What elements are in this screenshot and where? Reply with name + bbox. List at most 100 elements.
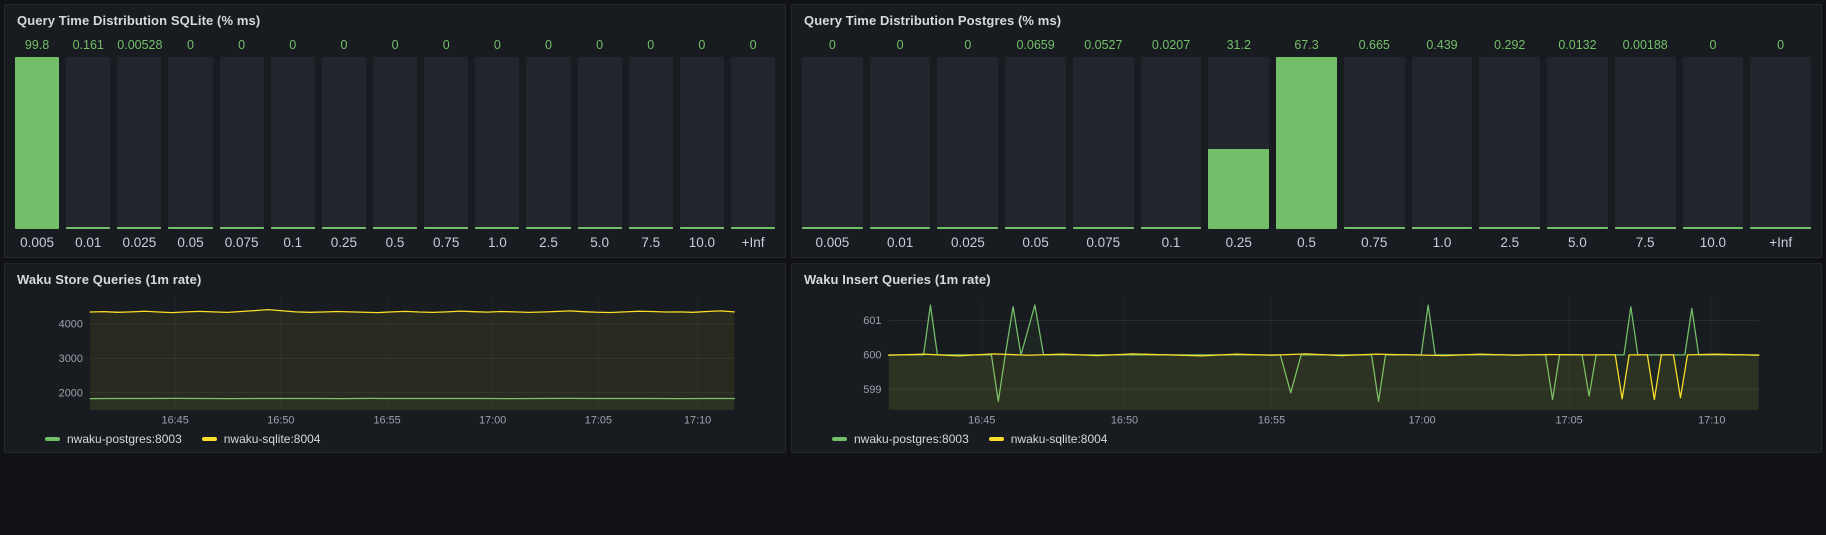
bucket-value: 0	[289, 38, 297, 52]
histogram-bucket: 0 0.5	[372, 36, 418, 250]
bucket-bar	[1072, 57, 1134, 229]
bucket-value: 0	[238, 38, 246, 52]
bucket-value: 99.8	[24, 38, 50, 52]
histogram-bucket: 0 0.025	[937, 36, 999, 250]
histogram-bucket: 0.0527 0.075	[1072, 36, 1134, 250]
bucket-bar-fill	[628, 227, 673, 229]
legend-series-label: nwaku-sqlite:8004	[223, 432, 321, 446]
bucket-label: 0.01	[886, 235, 914, 250]
histogram-bucket: 67.3 0.5	[1276, 36, 1337, 250]
bucket-label: 0.25	[1225, 235, 1252, 250]
bucket-bar	[219, 57, 264, 229]
bucket-label: 0.05	[177, 235, 204, 250]
bucket-value: 0	[545, 38, 552, 52]
store-queries-chart-body: 2000 3000 4000 16:45 16:50 16:55 17:00 17:05 17:…	[5, 291, 785, 452]
bucket-bar-fill	[219, 227, 264, 229]
svg-text:17:00: 17:00	[479, 414, 506, 426]
legend-series-label: nwaku-postgres:8003	[854, 432, 969, 446]
bucket-bar-fill	[577, 227, 622, 229]
svg-text:4000: 4000	[59, 319, 83, 331]
bucket-label: 10.0	[1699, 235, 1727, 250]
legend-item[interactable]: nwaku-postgres:8003	[832, 432, 969, 446]
bucket-value: 0.0207	[1151, 38, 1191, 52]
sqlite-histogram-bar-gauge: 99.8 0.005 0.161 0.01 0.00528 0.025 0 0.05 0 0.07…	[5, 32, 785, 257]
panel-header: Waku Store Queries (1m rate)	[5, 264, 785, 291]
insert-queries-time-series-plot[interactable]: 599 600 601 16:45 16:50 16:55 17:00 17:05 17:10	[802, 291, 1811, 428]
bucket-bar-fill	[937, 227, 999, 229]
bucket-bar	[372, 57, 418, 229]
bucket-label: +Inf	[1769, 235, 1793, 250]
bucket-value: 0	[596, 38, 604, 52]
bucket-value: 0.0527	[1084, 38, 1123, 52]
bucket-bar	[628, 57, 673, 229]
bucket-label: 0.1	[1161, 235, 1181, 250]
panel-query-time-distribution-sqlite: Query Time Distribution SQLite (% ms) 99…	[4, 4, 786, 258]
bucket-bar-fill	[869, 227, 931, 229]
bucket-value: 31.2	[1226, 38, 1251, 52]
panel-title-postgres-histogram[interactable]: Query Time Distribution Postgres (% ms)	[804, 13, 1062, 28]
bucket-value: 0	[749, 38, 757, 52]
histogram-bucket: 0.0659 0.05	[1005, 36, 1066, 250]
bucket-bar	[117, 57, 162, 229]
bucket-bar-fill	[117, 227, 162, 229]
histogram-bucket: 0 10.0	[1682, 36, 1744, 250]
bucket-bar-fill	[1682, 227, 1744, 229]
bucket-bar	[321, 57, 366, 229]
bucket-label: 0.01	[75, 235, 102, 250]
bucket-label: 0.075	[224, 235, 259, 250]
bucket-bar	[1343, 57, 1405, 229]
bucket-label: 10.0	[688, 235, 716, 250]
svg-text:16:50: 16:50	[1111, 414, 1138, 426]
histogram-bucket: 0 1.0	[475, 36, 520, 250]
bucket-value: 0.439	[1426, 38, 1458, 52]
svg-text:2000: 2000	[59, 387, 83, 399]
panel-title-sqlite-histogram[interactable]: Query Time Distribution SQLite (% ms)	[17, 13, 261, 28]
bucket-bar-fill	[1750, 227, 1812, 229]
svg-text:16:50: 16:50	[267, 414, 294, 426]
svg-text:17:05: 17:05	[1555, 414, 1582, 426]
histogram-bucket: 0.439 1.0	[1411, 36, 1473, 250]
histogram-bucket: 0 0.01	[869, 36, 931, 250]
store-queries-time-series-plot[interactable]: 2000 3000 4000 16:45 16:50 16:55 17:00 17:05 17:…	[15, 291, 775, 428]
bucket-bar-fill	[1614, 227, 1676, 229]
histogram-bucket: 0 0.005	[802, 36, 863, 250]
legend-series-swatch	[988, 437, 1004, 441]
svg-text:17:10: 17:10	[684, 414, 711, 426]
bucket-value: 0.00188	[1622, 38, 1668, 52]
bucket-bar-fill	[1479, 227, 1541, 229]
bucket-label: 0.5	[1297, 235, 1316, 250]
panel-title-insert-queries[interactable]: Waku Insert Queries (1m rate)	[804, 272, 991, 287]
bucket-label: 2.5	[539, 235, 558, 250]
bucket-bar	[1682, 57, 1744, 229]
bucket-bar	[937, 57, 999, 229]
legend-series-label: nwaku-postgres:8003	[67, 432, 182, 446]
bucket-value: 0.0659	[1016, 38, 1055, 52]
legend-item[interactable]: nwaku-sqlite:8004	[201, 432, 321, 446]
bucket-bar-fill	[679, 227, 724, 229]
histogram-bucket: 0 10.0	[679, 36, 724, 250]
bucket-bar-fill	[1072, 227, 1134, 229]
bucket-label: 7.5	[641, 235, 661, 250]
histogram-bucket: 0 0.25	[321, 36, 366, 250]
bucket-label: 1.0	[1432, 235, 1452, 250]
bucket-bar-fill	[475, 227, 520, 229]
legend-item[interactable]: nwaku-sqlite:8004	[988, 432, 1107, 446]
bucket-bar	[526, 57, 571, 229]
bucket-bar	[1547, 57, 1608, 229]
bucket-bar	[1005, 57, 1066, 229]
bucket-bar	[1208, 57, 1270, 229]
bucket-label: 0.025	[950, 235, 985, 250]
bucket-bar	[1479, 57, 1541, 229]
bucket-bar	[679, 57, 724, 229]
legend-series-swatch	[201, 437, 217, 441]
histogram-bucket: 0.0207 0.1	[1140, 36, 1202, 250]
bucket-value: 0	[1709, 38, 1717, 52]
panel-title-store-queries[interactable]: Waku Store Queries (1m rate)	[17, 272, 202, 287]
svg-text:599: 599	[863, 384, 881, 396]
bucket-bar-fill	[372, 227, 418, 229]
legend-item[interactable]: nwaku-postgres:8003	[45, 432, 182, 446]
bucket-bar	[577, 57, 622, 229]
histogram-bucket: 0.292 2.5	[1479, 36, 1541, 250]
postgres-histogram-bar-gauge: 0 0.005 0 0.01 0 0.025 0.0659 0.05 0.0527 0.075 0.…	[792, 32, 1821, 257]
histogram-bucket: 0.665 0.75	[1343, 36, 1405, 250]
